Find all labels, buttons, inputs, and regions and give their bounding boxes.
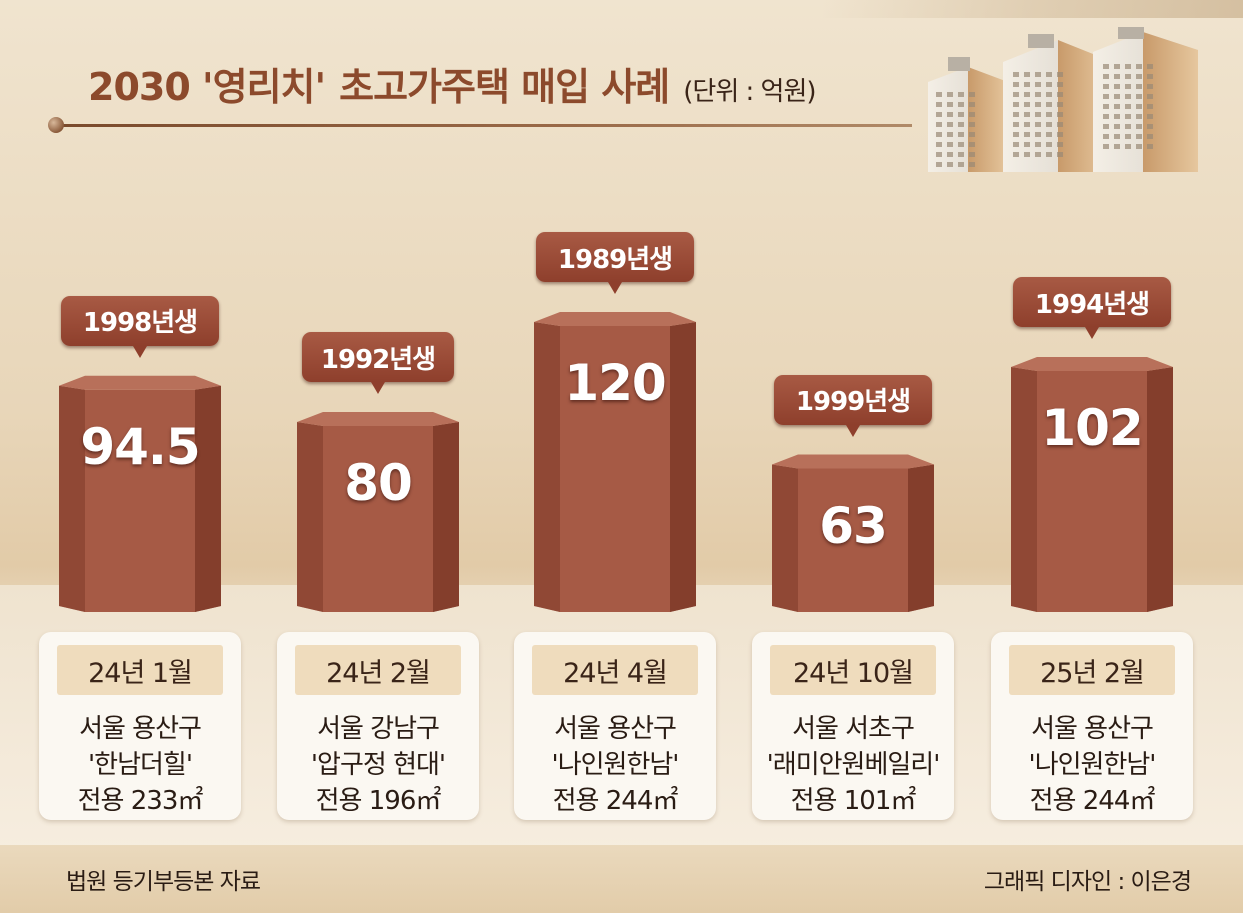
area-text: 전용 244㎡: [1029, 786, 1156, 816]
title-unit: (단위 : 억원): [683, 77, 816, 107]
apartment-buildings-illustration: [928, 27, 1198, 172]
corner-decoration: [823, 0, 1243, 18]
location-text: 서울 서초구: [792, 714, 915, 744]
tag-pointer: [846, 424, 860, 437]
area-text: 전용 196㎡: [315, 786, 442, 816]
title-underline: [60, 124, 912, 127]
complex-name: '압구정 현대': [310, 750, 446, 780]
area-text: 전용 244㎡: [552, 786, 679, 816]
bar-side-left: [297, 422, 323, 612]
data-label: 94.5: [80, 417, 200, 476]
bar-chart: [59, 312, 1173, 612]
birth-year-tag: 1999년생: [774, 374, 932, 425]
complex-name: '나인원한남': [1028, 750, 1157, 780]
bar: [534, 312, 696, 612]
bar-side-left: [59, 385, 85, 612]
bar-body: [59, 385, 221, 612]
bar-body: [1011, 367, 1173, 612]
tag-pointer: [133, 345, 147, 358]
tag-pointer: [1085, 327, 1099, 339]
graphic-credit: 그래픽 디자인 : 이은경: [983, 869, 1192, 895]
birth-year-tag: 1994년생: [1013, 277, 1171, 327]
location-text: 서울 용산구: [554, 714, 677, 744]
bar-body: [772, 464, 934, 612]
data-label: 102: [1041, 399, 1143, 457]
location-text: 서울 용산구: [79, 714, 202, 744]
data-label: 120: [564, 354, 666, 412]
location-text: 서울 용산구: [1031, 714, 1154, 744]
bar: [297, 412, 459, 612]
birth-year-tag: 1998년생: [61, 295, 219, 346]
category-label: 24년 10월: [770, 645, 936, 695]
bar-side-left: [772, 464, 798, 612]
bar: [772, 454, 934, 612]
tag-pointer: [371, 382, 385, 394]
data-label: 80: [344, 454, 413, 512]
bar-body: [297, 422, 459, 612]
bar: [1011, 357, 1173, 612]
data-label: 63: [819, 496, 888, 555]
category-label: 24년 2월: [295, 645, 461, 695]
bar-side-left: [534, 322, 560, 612]
bar-side-right: [670, 322, 696, 612]
chart-title: 2030 '영리치' 초고가주택 매입 사례 (단위 : 억원): [88, 56, 817, 111]
footer-band: [0, 845, 1243, 913]
bar-top: [534, 312, 696, 326]
bar-body: [534, 322, 696, 612]
bar-side-right: [433, 422, 459, 612]
title-main: 초고가주택 매입 사례: [339, 65, 670, 109]
title-underline-knob: [48, 117, 64, 133]
tag-pointer: [608, 282, 622, 294]
category-label: 24년 4월: [532, 645, 698, 695]
bar-side-left: [1011, 367, 1037, 612]
bar-top: [297, 412, 459, 426]
complex-name: '래미안원베일리': [766, 750, 941, 780]
bar-top: [59, 375, 221, 390]
birth-year-tag: 1989년생: [536, 232, 694, 282]
category-label: 24년 1월: [57, 645, 223, 695]
complex-name: '한남더힐': [88, 750, 193, 780]
area-text: 전용 233㎡: [77, 786, 204, 816]
category-label: 25년 2월: [1009, 645, 1175, 695]
source-note: 법원 등기부등본 자료: [66, 869, 261, 895]
bar-side-right: [195, 385, 221, 612]
title-prefix: 2030 '영리치': [88, 65, 326, 109]
bar-side-right: [908, 464, 934, 612]
location-text: 서울 강남구: [317, 714, 440, 744]
complex-name: '나인원한남': [551, 750, 680, 780]
bar-side-right: [1147, 367, 1173, 612]
area-text: 전용 101㎡: [790, 786, 917, 816]
bar: [59, 375, 221, 612]
birth-year-tag: 1992년생: [302, 332, 454, 382]
bar-top: [772, 454, 934, 469]
bar-top: [1011, 357, 1173, 371]
